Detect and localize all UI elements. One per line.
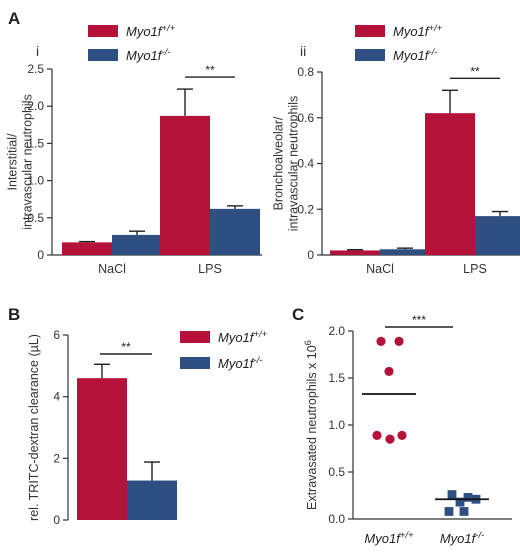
- c-point-wt: [384, 366, 394, 377]
- a-i-legend-ko-swatch: [88, 49, 118, 61]
- a-i-significance-label: **: [205, 63, 215, 77]
- a-ii-y-tick-label: 0: [307, 248, 314, 262]
- a-ii-bar-nacl-ko: [380, 249, 430, 255]
- c-point-wt: [397, 430, 407, 440]
- panel-letter-b: B: [8, 305, 20, 324]
- a-ii-significance-label: **: [470, 64, 480, 78]
- b-significance-label: **: [121, 340, 131, 354]
- b-legend-wt-label: Myo1f+/+: [218, 329, 268, 345]
- a-i-y-axis-label: Interstitial/: [6, 133, 20, 190]
- b-y-tick-label: 2: [53, 451, 60, 465]
- c-y-tick-label: 1.0: [328, 418, 345, 432]
- panel-c-chart: C 0.0 0.5 1.0 1.5 2.0 Extravasated neutrophils…: [292, 305, 512, 546]
- a-ii-sub-letter: ii: [300, 43, 306, 59]
- a-i-y-tick-label: 2.5: [27, 62, 44, 76]
- b-legend-ko-swatch: [180, 357, 210, 369]
- a-ii-legend-ko-swatch: [355, 49, 385, 61]
- a-i-y-tick-label: 1.0: [27, 174, 44, 188]
- b-legend-ko-label: Myo1f-/-: [218, 355, 262, 371]
- c-y-tick-label: 2.0: [328, 324, 345, 338]
- a-ii-legend-wt-swatch: [355, 25, 385, 37]
- b-y-axis-label: rel. TRITC-dextran clearance (µL): [27, 334, 41, 521]
- c-point-ko: [455, 497, 465, 507]
- a-i-y-tick-label: 0: [37, 248, 44, 262]
- a-ii-y-tick-label: 0.6: [297, 111, 314, 125]
- a-i-legend-ko-label: Myo1f-/-: [126, 47, 170, 63]
- c-y-tick-label: 0.0: [328, 512, 345, 526]
- panel-a-i-chart: Ai Myo1f+/+ Myo1f-/- 0 0.5 1.0 1.5 2.0 2.5 Inters…: [6, 9, 262, 276]
- c-y-tick-label: 0.5: [328, 465, 345, 479]
- c-point-ko: [459, 507, 469, 516]
- a-i-x-tick-label: NaCl: [98, 262, 126, 276]
- a-ii-x-tick-label: NaCl: [366, 262, 394, 276]
- a-ii-legend-ko-label: Myo1f-/-: [393, 47, 437, 63]
- panel-letter-c: C: [292, 305, 304, 324]
- a-i-bar-lps-wt: [160, 115, 210, 255]
- c-point-wt: [376, 336, 386, 346]
- c-point-wt: [394, 336, 404, 346]
- panel-letter-a: A: [8, 9, 20, 28]
- a-i-y-tick-label: 1.5: [27, 136, 44, 150]
- a-i-legend-wt-swatch: [88, 25, 118, 37]
- c-significance-label: ***: [412, 313, 426, 327]
- c-point-ko: [447, 490, 457, 499]
- a-i-sub-letter: i: [36, 43, 39, 59]
- b-y-tick-label: 4: [53, 390, 60, 404]
- b-bar-wt: [77, 378, 127, 520]
- c-y-tick-label: 1.5: [328, 371, 345, 385]
- a-ii-y-tick-label: 0.8: [297, 65, 314, 79]
- a-ii-y-tick-label: 0.2: [297, 202, 314, 216]
- c-point-wt: [372, 430, 382, 440]
- panel-a-ii-chart: ii Myo1f+/+ Myo1f-/- 0 0.2 0.4 0.6 0.8 Bronchoal…: [272, 23, 520, 276]
- a-ii-legend-wt-label: Myo1f+/+: [393, 23, 443, 39]
- c-point-ko: [444, 507, 454, 516]
- a-ii-bar-lps-wt: [425, 113, 475, 255]
- b-bar-ko: [127, 480, 177, 520]
- a-ii-y-tick-label: 0.4: [297, 157, 314, 171]
- c-x-tick-label-ko: Myo1f-/-: [440, 530, 484, 546]
- b-y-tick-label: 0: [53, 513, 60, 527]
- c-point-wt: [385, 434, 395, 444]
- panel-b-chart: B Myo1f+/+ Myo1f-/- 0 2 4 6 rel. TRITC-dextran …: [8, 305, 268, 527]
- c-point-ko: [463, 492, 473, 502]
- a-i-y-axis-label: intravascular neutrophils: [21, 94, 35, 230]
- a-i-legend-wt-label: Myo1f+/+: [126, 23, 176, 39]
- b-y-tick-label: 6: [53, 328, 60, 342]
- a-i-bar-nacl-wt: [62, 242, 112, 255]
- a-i-bar-lps-ko: [210, 208, 260, 255]
- a-i-y-tick-label: 0.5: [27, 211, 44, 225]
- c-x-tick-label-wt: Myo1f+/+: [364, 530, 414, 546]
- c-y-axis-label: Extravasated neutrophils x 106: [303, 340, 319, 510]
- a-ii-y-axis-label: Bronchoalveolar/: [272, 116, 286, 210]
- a-ii-x-tick-label: LPS: [463, 262, 487, 276]
- a-ii-y-axis-label: intravascular neutrophils: [287, 96, 301, 232]
- a-i-bar-nacl-ko: [112, 234, 162, 255]
- b-legend-wt-swatch: [180, 331, 210, 343]
- a-ii-bar-lps-ko: [475, 216, 520, 255]
- a-i-y-tick-label: 2.0: [27, 99, 44, 113]
- a-i-x-tick-label: LPS: [198, 262, 222, 276]
- a-ii-bar-nacl-wt: [330, 250, 380, 255]
